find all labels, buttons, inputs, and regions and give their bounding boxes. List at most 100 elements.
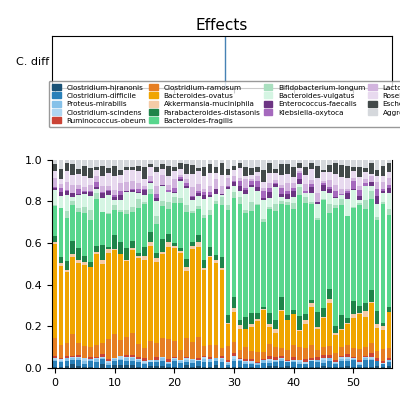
Bar [357, 349, 362, 360]
Bar [160, 169, 165, 176]
Bar [369, 192, 374, 198]
Bar [94, 358, 99, 360]
Bar [285, 360, 290, 361]
Bar [154, 216, 159, 224]
Bar [375, 204, 380, 217]
Bar [94, 254, 99, 345]
Bar [363, 312, 368, 316]
Bar [250, 326, 254, 352]
Bar [381, 193, 386, 202]
Bar [309, 163, 314, 169]
Bar [82, 176, 87, 187]
Bar [267, 207, 272, 209]
Bar [142, 189, 147, 190]
Bar [387, 307, 392, 312]
Bar [58, 359, 63, 361]
Bar [124, 192, 129, 210]
Bar [148, 246, 153, 340]
Bar [52, 367, 57, 368]
Bar [267, 344, 272, 356]
Bar [70, 256, 75, 334]
Bar [232, 160, 236, 166]
Bar [94, 194, 99, 199]
Bar [375, 160, 380, 170]
Bar [160, 206, 165, 238]
Bar [184, 268, 188, 271]
Bar [214, 262, 218, 346]
Bar [70, 254, 75, 256]
Bar [214, 194, 218, 201]
Bar [190, 196, 194, 197]
Bar [130, 212, 135, 241]
Bar [130, 241, 135, 248]
Bar [250, 324, 254, 326]
Bar [130, 160, 135, 167]
Bar [76, 360, 81, 366]
Bar [178, 175, 183, 178]
Bar [106, 247, 111, 249]
Bar [261, 160, 266, 170]
Bar [226, 175, 230, 178]
Bar [291, 183, 296, 188]
Bar [250, 313, 254, 324]
Bar [166, 192, 171, 202]
Bar [303, 175, 308, 184]
Bar [82, 191, 87, 192]
Bar [303, 184, 308, 191]
Bar [106, 249, 111, 252]
Bar [184, 259, 188, 268]
Bar [202, 176, 206, 189]
Bar [333, 363, 338, 364]
Bar [339, 177, 344, 188]
Bar [315, 312, 320, 327]
Bar [321, 348, 326, 356]
Bar [208, 359, 212, 362]
Bar [303, 364, 308, 366]
Bar [214, 360, 218, 365]
Bar [327, 172, 332, 180]
Bar [184, 205, 188, 212]
Bar [196, 242, 200, 247]
Bar [261, 359, 266, 360]
Bar [190, 342, 194, 359]
Bar [303, 191, 308, 193]
Bar [339, 361, 344, 366]
Bar [190, 165, 194, 174]
Bar [178, 179, 183, 182]
Bar [333, 353, 338, 360]
Bar [333, 205, 338, 208]
Bar [315, 330, 320, 350]
Bar [190, 367, 194, 368]
Bar [76, 169, 81, 174]
Bar [58, 184, 63, 188]
Bar [160, 238, 165, 252]
Bar [130, 250, 135, 332]
Bar [196, 191, 200, 194]
Bar [154, 198, 159, 200]
Bar [196, 196, 200, 206]
Bar [387, 215, 392, 307]
Bar [357, 365, 362, 368]
Bar [309, 187, 314, 193]
Bar [154, 200, 159, 216]
Bar [172, 160, 177, 167]
Bar [244, 194, 248, 210]
Bar [160, 164, 165, 169]
Bar [64, 356, 69, 358]
Bar [238, 359, 242, 360]
Bar [208, 257, 212, 345]
Bar [202, 160, 206, 167]
Bar [261, 352, 266, 359]
Bar [148, 362, 153, 366]
Bar [106, 190, 111, 191]
Bar [178, 182, 183, 198]
Bar [220, 197, 224, 205]
Bar [256, 160, 260, 167]
Bar [112, 235, 117, 249]
Bar [208, 160, 212, 164]
Bar [238, 320, 242, 325]
Bar [160, 338, 165, 356]
Bar [345, 357, 350, 359]
Bar [130, 170, 135, 181]
Bar [52, 358, 57, 360]
